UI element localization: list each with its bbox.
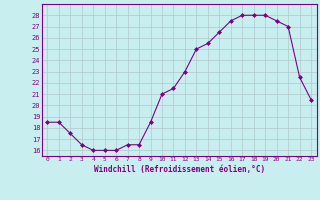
X-axis label: Windchill (Refroidissement éolien,°C): Windchill (Refroidissement éolien,°C) — [94, 165, 265, 174]
